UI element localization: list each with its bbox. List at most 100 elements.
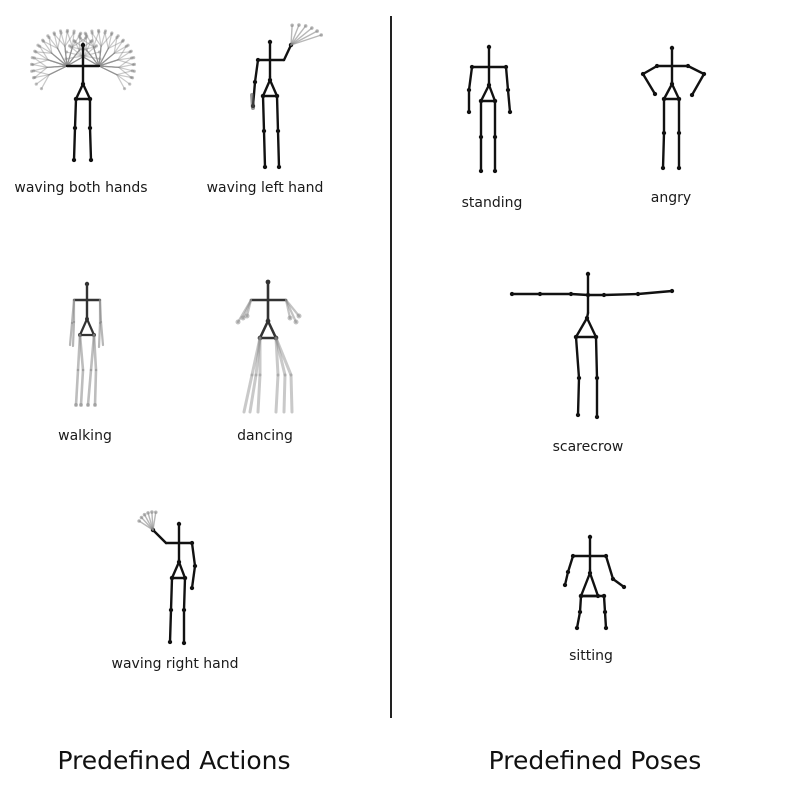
joint bbox=[130, 56, 134, 60]
bone bbox=[66, 49, 80, 67]
bone bbox=[35, 51, 53, 54]
joint bbox=[32, 56, 36, 60]
bone bbox=[261, 78, 272, 98]
bone bbox=[86, 368, 93, 407]
bone bbox=[86, 49, 100, 67]
bone bbox=[117, 59, 134, 66]
joint bbox=[85, 317, 89, 321]
bone bbox=[71, 32, 82, 48]
joint bbox=[478, 98, 484, 104]
bone bbox=[506, 88, 512, 114]
joint bbox=[505, 87, 511, 93]
bone bbox=[57, 47, 68, 67]
bone bbox=[51, 52, 68, 67]
bone bbox=[84, 32, 95, 48]
joint bbox=[115, 35, 119, 40]
joint bbox=[261, 128, 267, 134]
bone bbox=[46, 65, 68, 68]
bone bbox=[170, 560, 181, 580]
bone bbox=[48, 36, 53, 54]
joint bbox=[585, 271, 591, 277]
bone bbox=[290, 30, 318, 46]
bone bbox=[32, 59, 49, 66]
bone bbox=[81, 55, 100, 67]
joint bbox=[87, 96, 93, 102]
joint bbox=[121, 38, 125, 42]
joint bbox=[189, 585, 195, 591]
joint bbox=[39, 87, 44, 91]
bone bbox=[258, 319, 270, 340]
bone bbox=[177, 560, 187, 580]
bone bbox=[578, 594, 583, 614]
joint bbox=[265, 318, 271, 324]
bone bbox=[290, 24, 293, 46]
joint bbox=[80, 42, 86, 48]
bone bbox=[274, 336, 293, 377]
joint bbox=[492, 134, 498, 140]
joint bbox=[577, 609, 583, 615]
joint bbox=[574, 625, 580, 631]
bone bbox=[42, 40, 59, 50]
bone bbox=[168, 608, 173, 644]
bone bbox=[98, 59, 119, 67]
joint bbox=[96, 28, 101, 33]
figure-waving-both-hands bbox=[29, 28, 137, 163]
bone bbox=[34, 66, 48, 79]
bone bbox=[72, 126, 77, 162]
bone bbox=[254, 336, 262, 377]
bone bbox=[98, 45, 102, 67]
bone bbox=[113, 51, 131, 54]
bone bbox=[690, 72, 706, 97]
bone bbox=[576, 376, 581, 417]
bone bbox=[98, 65, 120, 68]
joint bbox=[685, 63, 691, 69]
joint bbox=[98, 57, 102, 61]
bone bbox=[98, 52, 115, 67]
joint bbox=[587, 534, 593, 540]
joint bbox=[570, 553, 576, 559]
joint bbox=[654, 63, 660, 69]
joint bbox=[59, 31, 63, 35]
joint bbox=[486, 82, 492, 88]
bone bbox=[588, 571, 600, 598]
bone bbox=[98, 65, 120, 68]
joint bbox=[93, 45, 97, 49]
joint bbox=[79, 31, 83, 35]
figure-waving-right-hand bbox=[137, 510, 198, 646]
bone bbox=[32, 74, 50, 79]
bone bbox=[92, 31, 100, 48]
joint bbox=[189, 540, 195, 546]
section-divider bbox=[390, 16, 392, 718]
joint bbox=[73, 96, 79, 102]
bone bbox=[641, 72, 657, 96]
bone bbox=[98, 59, 119, 67]
bone bbox=[118, 57, 133, 68]
joint bbox=[640, 71, 646, 77]
joint bbox=[676, 165, 682, 171]
bone bbox=[151, 528, 168, 545]
bone bbox=[98, 65, 118, 76]
bone bbox=[78, 40, 93, 51]
bone bbox=[64, 29, 69, 47]
bone bbox=[51, 52, 68, 67]
bone bbox=[242, 373, 254, 414]
joint bbox=[603, 553, 609, 559]
joint bbox=[79, 403, 83, 407]
joint bbox=[578, 593, 584, 599]
bone bbox=[268, 78, 279, 98]
joint bbox=[267, 77, 273, 83]
label-sitting: sitting bbox=[569, 648, 613, 664]
bone bbox=[34, 50, 49, 61]
joint bbox=[274, 93, 280, 99]
bone bbox=[282, 373, 287, 414]
bone bbox=[152, 511, 157, 531]
joint bbox=[635, 291, 641, 297]
title-predefined-actions: Predefined Actions bbox=[57, 746, 291, 775]
bone bbox=[70, 46, 88, 51]
bone bbox=[46, 65, 68, 68]
bone bbox=[92, 333, 98, 372]
bone bbox=[579, 571, 592, 598]
joint bbox=[90, 39, 94, 43]
bone bbox=[53, 32, 59, 50]
bone bbox=[66, 46, 74, 67]
